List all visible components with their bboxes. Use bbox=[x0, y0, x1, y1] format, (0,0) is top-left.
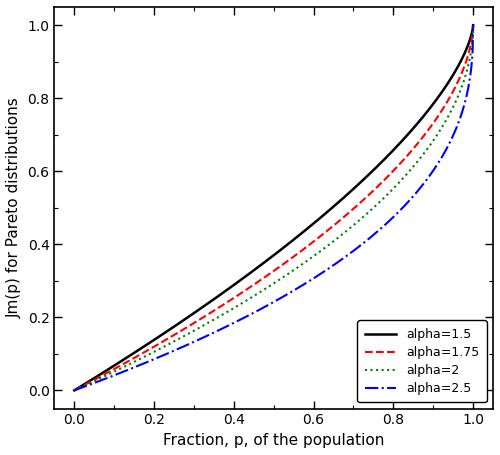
alpha=1.5 bbox=[247, 270, 253, 276]
alpha=2.5 bbox=[382, 222, 388, 228]
alpha=1.75 bbox=[247, 284, 253, 290]
Y-axis label: Jm(p) for Pareto distributions: Jm(p) for Pareto distributions bbox=[7, 97, 22, 318]
Line: alpha=2.5: alpha=2.5 bbox=[74, 25, 473, 390]
alpha=1.5 bbox=[470, 22, 476, 28]
alpha=1.5 bbox=[390, 148, 396, 154]
alpha=1.75 bbox=[382, 176, 388, 182]
alpha=2 bbox=[390, 187, 396, 192]
Line: alpha=2: alpha=2 bbox=[74, 25, 473, 390]
Legend: alpha=1.5, alpha=1.75, alpha=2, alpha=2.5: alpha=1.5, alpha=1.75, alpha=2, alpha=2.… bbox=[358, 320, 487, 402]
alpha=2.5 bbox=[247, 312, 253, 318]
alpha=1.75 bbox=[72, 388, 78, 393]
alpha=2 bbox=[382, 194, 388, 199]
alpha=2.5 bbox=[72, 388, 78, 393]
alpha=2 bbox=[72, 388, 78, 393]
alpha=1.5 bbox=[382, 156, 388, 161]
Line: alpha=1.5: alpha=1.5 bbox=[74, 25, 473, 390]
alpha=1.5 bbox=[72, 388, 78, 393]
alpha=2.5 bbox=[232, 319, 238, 325]
alpha=1.75 bbox=[390, 169, 396, 174]
alpha=2 bbox=[232, 304, 238, 310]
alpha=1.5 bbox=[345, 191, 351, 197]
alpha=1.5 bbox=[232, 281, 238, 287]
alpha=1.75 bbox=[232, 294, 238, 299]
alpha=2.5 bbox=[470, 22, 476, 28]
alpha=2.5 bbox=[112, 372, 118, 378]
alpha=2 bbox=[247, 296, 253, 301]
alpha=2 bbox=[470, 22, 476, 28]
alpha=1.5 bbox=[112, 362, 118, 368]
alpha=1.75 bbox=[470, 22, 476, 28]
alpha=2 bbox=[112, 369, 118, 374]
alpha=2.5 bbox=[345, 252, 351, 258]
alpha=1.75 bbox=[345, 211, 351, 216]
alpha=2.5 bbox=[390, 215, 396, 221]
alpha=1.75 bbox=[112, 366, 118, 371]
X-axis label: Fraction, p, of the population: Fraction, p, of the population bbox=[163, 433, 384, 448]
alpha=2 bbox=[345, 227, 351, 233]
Line: alpha=1.75: alpha=1.75 bbox=[74, 25, 473, 390]
